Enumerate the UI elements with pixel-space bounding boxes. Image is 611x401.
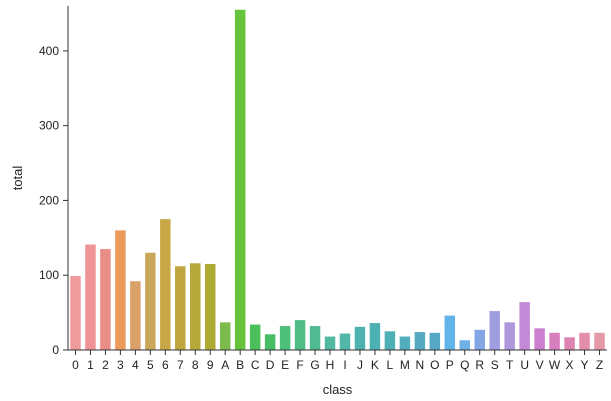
bar-N xyxy=(414,332,426,350)
x-tick-label: 3 xyxy=(117,358,124,372)
bar-K xyxy=(369,323,381,350)
x-tick-label: 5 xyxy=(147,358,154,372)
y-tick-label: 200 xyxy=(39,193,59,207)
bar-S xyxy=(489,311,500,350)
x-tick-label: M xyxy=(400,358,410,372)
x-tick-label: D xyxy=(266,358,275,372)
x-tick-label: G xyxy=(310,358,319,372)
bar-W xyxy=(549,332,560,350)
x-tick-label: U xyxy=(520,358,529,372)
x-tick-label: V xyxy=(536,358,544,372)
x-tick-label: B xyxy=(236,358,244,372)
x-tick-label: S xyxy=(491,358,499,372)
bar-O xyxy=(429,332,441,350)
y-tick-label: 0 xyxy=(52,343,59,357)
x-tick-label: Z xyxy=(596,358,603,372)
y-tick-label: 300 xyxy=(39,119,59,133)
x-tick-label: A xyxy=(221,358,229,372)
x-tick-label: 4 xyxy=(132,358,139,372)
x-tick-label: 8 xyxy=(192,358,199,372)
bar-Z xyxy=(594,332,605,350)
x-tick-label: F xyxy=(296,358,303,372)
bar-Y xyxy=(579,332,590,350)
bar-I xyxy=(339,333,351,350)
x-tick-label: 7 xyxy=(177,358,184,372)
bar-2 xyxy=(100,249,111,350)
x-tick-label: Q xyxy=(460,358,469,372)
bar-H xyxy=(324,336,336,350)
bar-U xyxy=(519,302,530,350)
x-tick-label: J xyxy=(357,358,363,372)
bar-9 xyxy=(204,264,216,350)
x-tick-label: E xyxy=(281,358,289,372)
bar-A xyxy=(219,322,231,350)
x-tick-label: N xyxy=(416,358,425,372)
x-tick-label: 1 xyxy=(87,358,94,372)
x-tick-label: P xyxy=(446,358,454,372)
bar-4 xyxy=(130,281,141,350)
x-tick-label: O xyxy=(430,358,439,372)
x-tick-label: 6 xyxy=(162,358,169,372)
bar-E xyxy=(279,326,291,350)
bar-8 xyxy=(190,263,201,350)
bar-B xyxy=(234,9,246,350)
x-axis-title: class xyxy=(323,382,353,397)
bar-R xyxy=(474,329,485,350)
y-axis: 0 100 200 300 400 xyxy=(39,44,68,357)
y-tick-label: 400 xyxy=(39,44,59,58)
x-tick-label: I xyxy=(343,358,346,372)
bar-X xyxy=(564,337,575,350)
x-tick-label: L xyxy=(387,358,394,372)
x-tick-label: 9 xyxy=(207,358,214,372)
bar-G xyxy=(309,326,321,350)
x-tick-label: 2 xyxy=(102,358,109,372)
bar-1 xyxy=(85,244,96,350)
x-tick-label: W xyxy=(549,358,561,372)
x-tick-label: C xyxy=(251,358,260,372)
x-tick-label: X xyxy=(566,358,574,372)
bar-D xyxy=(264,334,276,350)
x-tick-label: T xyxy=(506,358,514,372)
bar-L xyxy=(384,331,396,350)
bar-T xyxy=(504,322,515,350)
bar-J xyxy=(354,326,366,350)
x-tick-label: Y xyxy=(581,358,589,372)
y-tick-label: 100 xyxy=(39,268,59,282)
x-tick-label: K xyxy=(371,358,379,372)
x-tick-label: 0 xyxy=(72,358,79,372)
bar-F xyxy=(294,320,306,350)
bar-C xyxy=(249,324,261,350)
bar-P xyxy=(444,315,456,350)
bar-M xyxy=(399,336,411,350)
bar-0 xyxy=(70,275,81,350)
bar-Q xyxy=(459,340,471,350)
bar-5 xyxy=(145,252,156,350)
x-tick-label: H xyxy=(326,358,335,372)
x-tick-label: R xyxy=(475,358,484,372)
bar-7 xyxy=(175,266,186,350)
bar-6 xyxy=(160,219,171,350)
bar-V xyxy=(534,328,545,350)
bar-3 xyxy=(115,230,126,350)
bars xyxy=(70,9,605,350)
y-axis-title: total xyxy=(10,166,25,191)
